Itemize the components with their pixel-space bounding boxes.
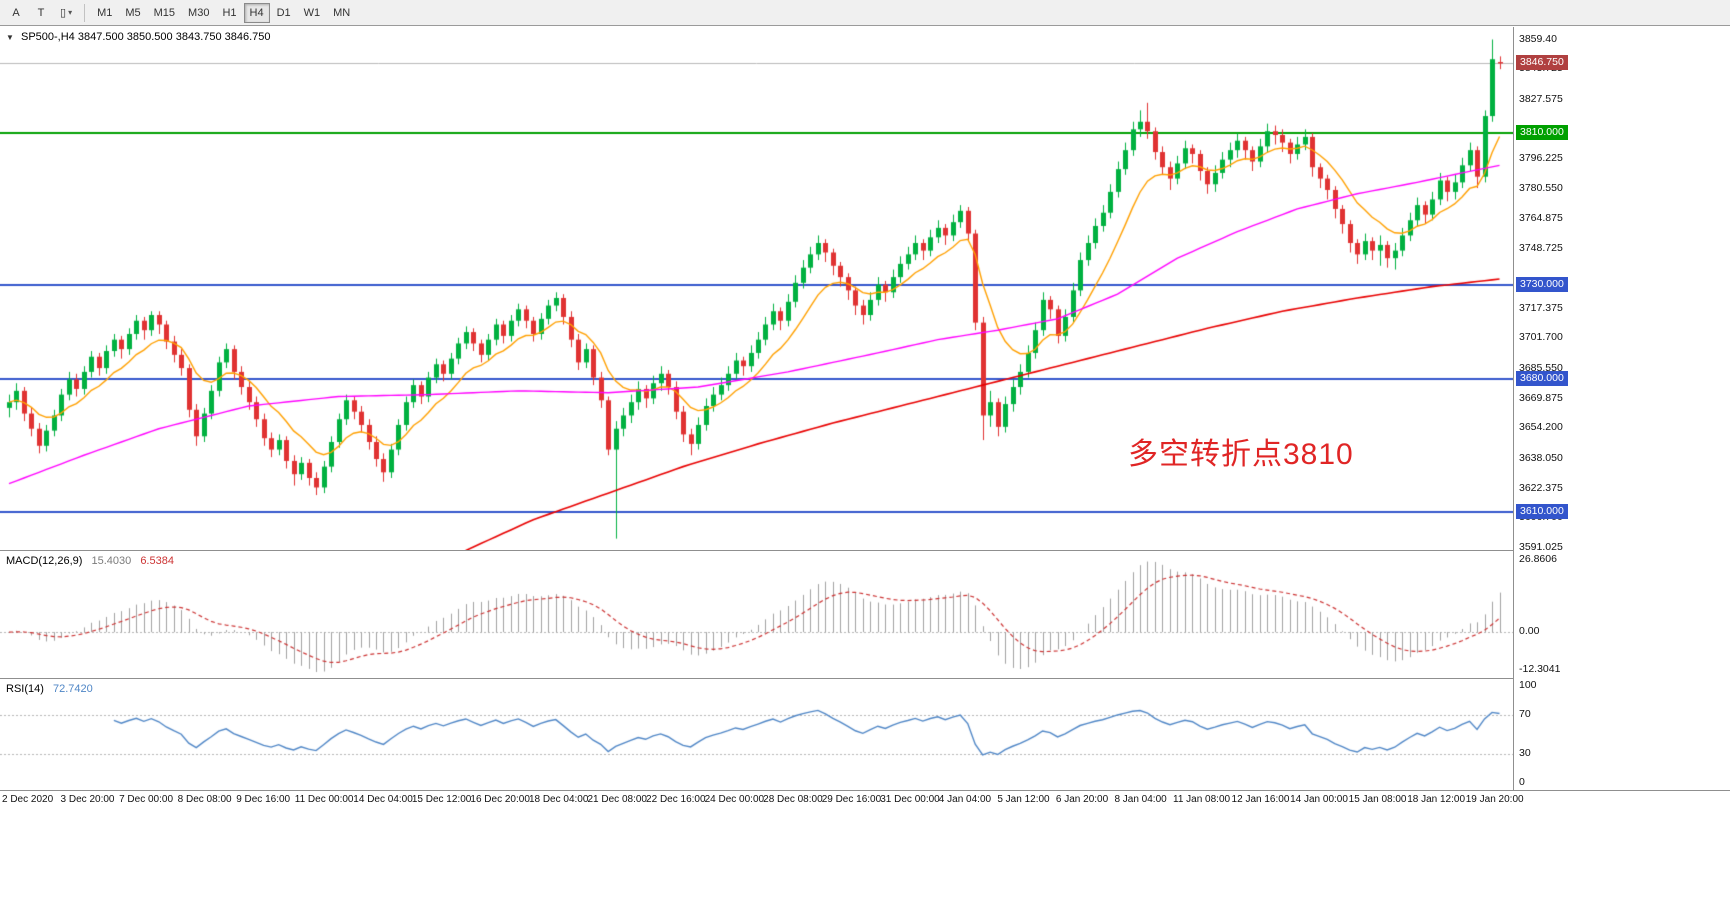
price-grid-label: 3685.550 [1519, 361, 1563, 374]
timeframe-button-m1[interactable]: M1 [97, 6, 113, 19]
timeframe-button-h1[interactable]: H1 [222, 6, 237, 19]
toolbar-separator [84, 3, 86, 22]
chart-collapse-toggle[interactable]: ▼ [6, 33, 14, 42]
panel-splitter[interactable] [0, 678, 1730, 679]
macd-axis-max: 26.8606 [1519, 553, 1557, 565]
toolbar-symbols-button[interactable]: A [4, 3, 28, 23]
time-axis-label: 22 Dec 16:00 [646, 794, 706, 805]
price-chart-canvas[interactable] [0, 27, 1730, 550]
price-grid-label: 3638.050 [1519, 451, 1563, 464]
time-axis-label: 2 Dec 2020 [2, 794, 54, 805]
price-grid-label: 3796.225 [1519, 152, 1563, 165]
time-axis-label: 11 Dec 00:00 [294, 794, 354, 805]
time-axis-label: 19 Jan 20:00 [1465, 794, 1524, 805]
time-axis-label: 12 Jan 16:00 [1231, 794, 1290, 805]
time-axis-label: 18 Jan 12:00 [1407, 794, 1466, 805]
hline-price-tag: 3610.000 [1516, 504, 1568, 520]
time-axis-label: 3 Dec 20:00 [60, 794, 115, 805]
timeframe-group: M1 M5 M15 M30 H1 H4 D1 W1 MN [91, 2, 356, 23]
price-grid-label: 3654.200 [1519, 421, 1563, 434]
time-axis-label: 8 Jan 04:00 [1114, 794, 1167, 805]
time-axis-label: 24 Dec 00:00 [704, 794, 765, 805]
chevron-down-icon: ▾ [68, 8, 73, 17]
macd-main-value: 15.4030 [91, 555, 132, 567]
price-grid-label: 3780.550 [1519, 181, 1563, 194]
chart-annotation-text: 多空转折点3810 [1128, 438, 1354, 471]
panel-splitter[interactable] [0, 790, 1730, 791]
timeframe-button-d1[interactable]: D1 [276, 6, 291, 19]
price-grid-label: 3748.725 [1519, 242, 1563, 255]
time-axis-label: 18 Dec 04:00 [528, 794, 589, 805]
rsi-axis-label: 0 [1519, 776, 1525, 788]
price-grid-label: 3764.875 [1519, 211, 1563, 224]
time-axis-label: 7 Dec 00:00 [119, 794, 174, 805]
price-grid-label: 3701.700 [1519, 331, 1563, 344]
rsi-axis-label: 70 [1519, 708, 1531, 721]
rsi-canvas[interactable] [0, 679, 1730, 790]
time-axis-label: 28 Dec 08:00 [763, 794, 823, 805]
price-grid-label: 3622.375 [1519, 481, 1563, 494]
price-axis[interactable] [1514, 27, 1730, 790]
rsi-axis-label: 30 [1519, 746, 1531, 759]
macd-header: MACD(12,26,9) 15.4030 6.5384 [6, 555, 174, 567]
symbols-icon: A [12, 6, 20, 19]
macd-axis-min: -12.3041 [1519, 663, 1561, 675]
toolbar-chart-type-button[interactable]: ▯ ▾ [54, 3, 78, 23]
time-axis-label: 14 Dec 04:00 [353, 794, 413, 805]
timeframe-button-m30[interactable]: M30 [188, 6, 210, 19]
timeframe-button-m15[interactable]: M15 [153, 6, 176, 19]
time-axis-label: 21 Dec 08:00 [587, 794, 648, 805]
time-axis-label: 8 Dec 08:00 [177, 794, 232, 805]
hline-price-tag: 3680.000 [1516, 371, 1568, 387]
rsi-axis-label: 100 [1519, 679, 1537, 691]
price-grid-label: 3591.025 [1519, 541, 1563, 554]
time-axis-label: 9 Dec 16:00 [236, 794, 291, 805]
price-grid-label: 3717.375 [1519, 301, 1563, 314]
time-axis-label: 16 Dec 20:00 [470, 794, 530, 805]
rsi-label: RSI(14) [6, 683, 44, 695]
rsi-header: RSI(14) 72.7420 [6, 683, 93, 695]
macd-signal-value: 6.5384 [140, 555, 174, 567]
toolbar-text-tool-button[interactable]: T [29, 3, 53, 23]
toolbar-left-group: A T ▯ ▾ [4, 3, 78, 23]
time-axis-label: 15 Jan 08:00 [1348, 794, 1407, 805]
price-grid-label: 3669.875 [1519, 391, 1563, 404]
toolbar: A T ▯ ▾ M1 M5 M15 M30 H1 H4 D1 W1 MN [0, 0, 1730, 26]
timeframe-button-mn[interactable]: MN [333, 6, 351, 19]
time-axis-label: 15 Dec 12:00 [411, 794, 472, 805]
macd-axis-zero: 0.00 [1519, 625, 1540, 638]
price-grid-label: 3827.575 [1519, 92, 1563, 105]
price-axis-border [1513, 27, 1514, 790]
timeframe-button-h4[interactable]: H4 [243, 2, 270, 23]
time-axis-label: 29 Dec 16:00 [821, 794, 882, 805]
price-grid-label: 3859.40 [1519, 32, 1557, 45]
time-axis-label: 4 Jan 04:00 [938, 794, 992, 805]
rsi-value: 72.7420 [52, 683, 93, 695]
chart-type-icon: ▯ [60, 7, 67, 19]
panel-splitter[interactable] [0, 550, 1730, 551]
chart-title-text: SP500-,H4 3847.500 3850.500 3843.750 384… [20, 31, 271, 43]
time-axis-label: 6 Jan 20:00 [1055, 794, 1109, 805]
time-axis-label: 11 Jan 08:00 [1173, 794, 1231, 805]
timeframe-button-w1[interactable]: W1 [303, 6, 321, 19]
macd-canvas[interactable] [0, 551, 1730, 678]
time-axis-label: 31 Dec 00:00 [880, 794, 940, 805]
macd-label: MACD(12,26,9) [6, 555, 83, 567]
timeframe-button-m5[interactable]: M5 [125, 6, 141, 19]
current-price-tag: 3846.750 [1516, 55, 1568, 71]
time-axis-label: 5 Jan 12:00 [997, 794, 1050, 805]
hline-price-tag: 3730.000 [1516, 276, 1568, 292]
text-tool-icon: T [37, 6, 45, 19]
hline-price-tag: 3810.000 [1516, 125, 1568, 141]
chart-header: ▼ SP500-,H4 3847.500 3850.500 3843.750 3… [6, 31, 271, 43]
time-axis-label: 14 Jan 00:00 [1290, 794, 1348, 805]
time-axis[interactable] [0, 791, 1730, 815]
